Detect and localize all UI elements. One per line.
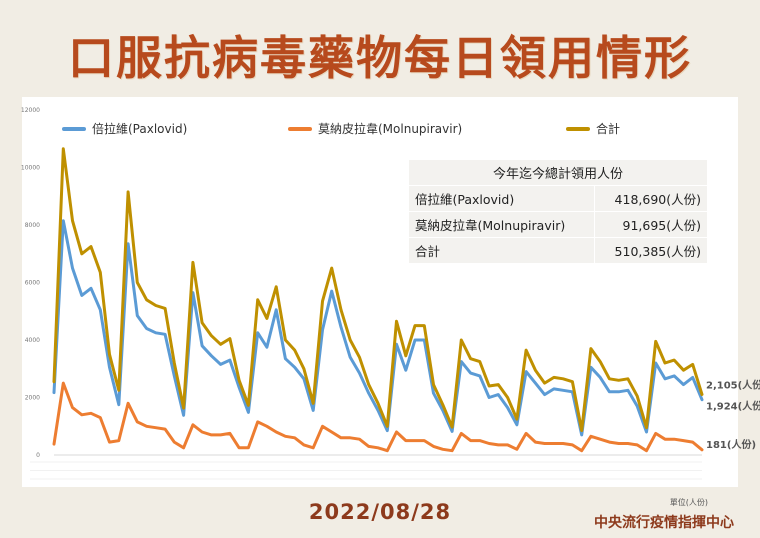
legend-swatch-total bbox=[566, 126, 590, 131]
summary-value: 418,690(人份) bbox=[593, 185, 709, 212]
legend-label-paxlovid: 倍拉維(Paxlovid) bbox=[92, 122, 188, 136]
summary-row-paxlovid: 倍拉維(Paxlovid) 418,690(人份) bbox=[408, 185, 709, 212]
summary-header-row: 今年迄今總計領用人份 bbox=[408, 159, 708, 186]
y-tick-label: 0 bbox=[36, 452, 40, 459]
y-tick-label: 6000 bbox=[25, 280, 40, 287]
summary-value: 91,695(人份) bbox=[593, 211, 709, 238]
summary-table: 今年迄今總計領用人份 倍拉維(Paxlovid) 418,690(人份) 莫納皮… bbox=[408, 159, 709, 264]
end-label-molnupiravir: 181(人份) bbox=[706, 438, 756, 451]
series-line-total bbox=[52, 147, 704, 433]
end-label-total: 2,105(人份) bbox=[706, 378, 760, 391]
summary-header: 今年迄今總計領用人份 bbox=[408, 159, 708, 186]
legend-item-molnupiravir: 莫納皮拉韋(Molnupiravir) bbox=[288, 120, 462, 137]
end-label-paxlovid: 1,924(人份) bbox=[706, 400, 760, 413]
y-tick-label: 10000 bbox=[21, 165, 40, 172]
legend-label-molnupiravir: 莫納皮拉韋(Molnupiravir) bbox=[318, 122, 463, 136]
source-label: 中央流行疫情指揮中心 bbox=[594, 515, 734, 531]
summary-label: 合計 bbox=[408, 237, 595, 264]
y-tick-label: 12000 bbox=[21, 107, 40, 114]
page-title: 口服抗病毒藥物每日領用情形 bbox=[68, 31, 692, 85]
y-tick-label: 2000 bbox=[25, 395, 40, 402]
legend-swatch-paxlovid bbox=[62, 126, 86, 131]
series-line-paxlovid bbox=[52, 219, 704, 437]
report-date: 2022/08/28 bbox=[308, 500, 452, 524]
summary-row-total: 合計 510,385(人份) bbox=[408, 237, 709, 264]
legend-item-total: 合計 bbox=[566, 120, 620, 137]
summary-row-molnupiravir: 莫納皮拉韋(Molnupiravir) 91,695(人份) bbox=[408, 211, 709, 238]
legend-label-total: 合計 bbox=[596, 122, 621, 136]
y-tick-label: 8000 bbox=[25, 222, 40, 229]
summary-label: 莫納皮拉韋(Molnupiravir) bbox=[408, 211, 595, 238]
legend-item-paxlovid: 倍拉維(Paxlovid) bbox=[62, 120, 187, 137]
summary-value: 510,385(人份) bbox=[593, 237, 709, 264]
summary-label: 倍拉維(Paxlovid) bbox=[408, 185, 595, 212]
legend-swatch-molnupiravir bbox=[288, 126, 312, 131]
unit-label: 單位(人份) bbox=[669, 498, 708, 507]
y-tick-label: 4000 bbox=[25, 337, 40, 344]
series-line-molnupiravir bbox=[52, 381, 704, 453]
